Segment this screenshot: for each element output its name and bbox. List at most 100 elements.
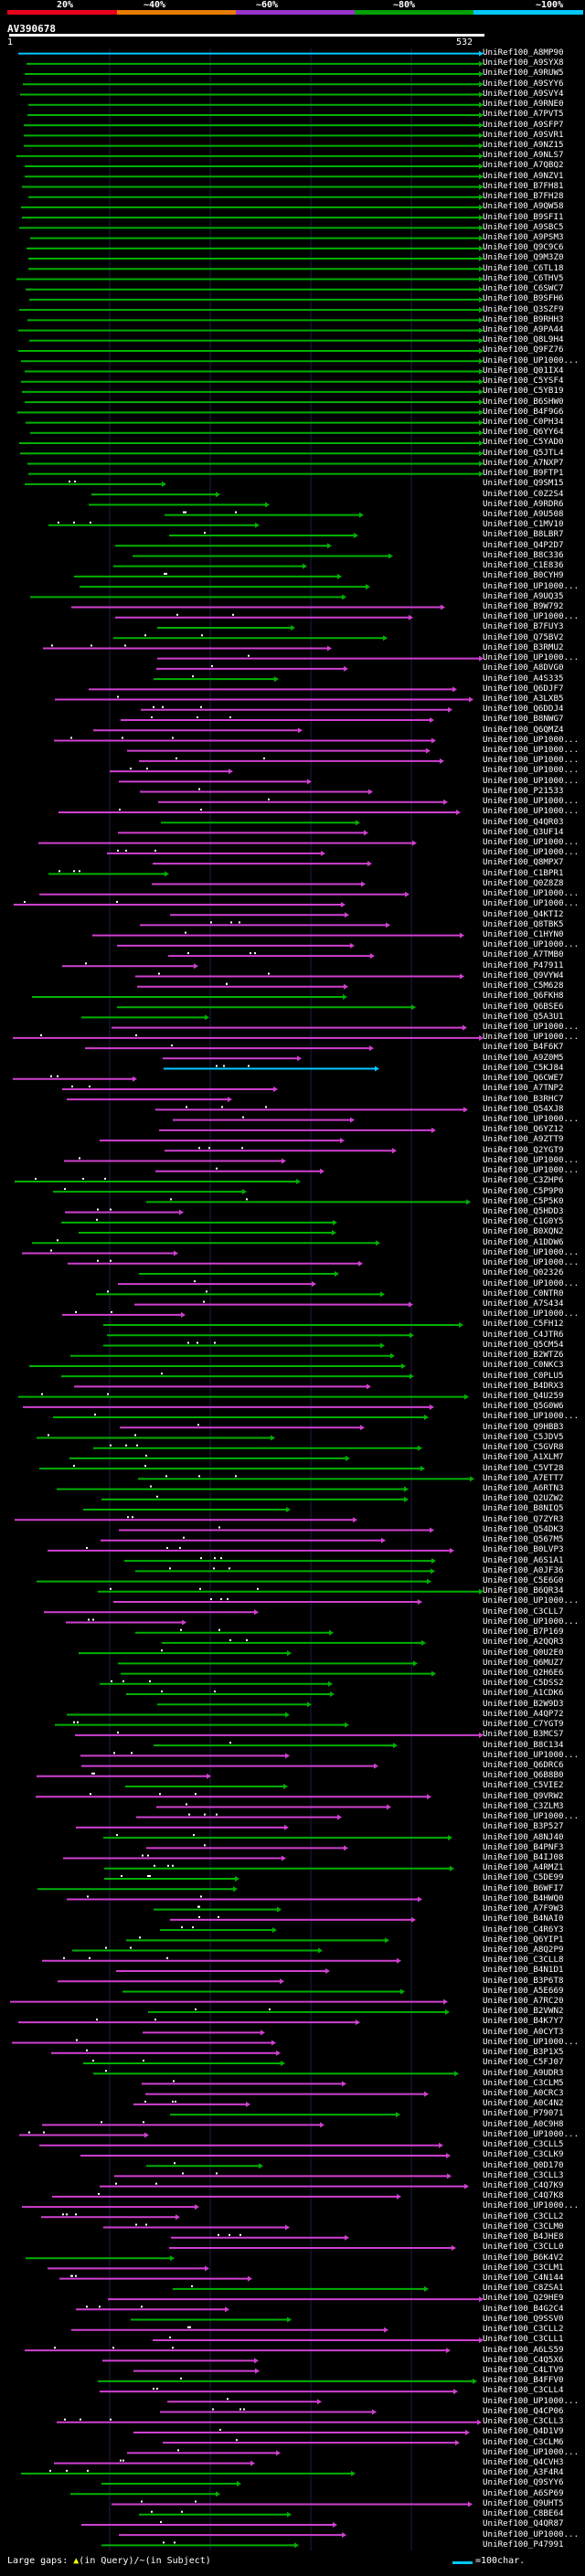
hit-label[interactable]: UniRef100_Q6YY64 (483, 427, 564, 438)
hit-label[interactable]: UniRef100_UP1000... (483, 796, 580, 807)
hit-label[interactable]: UniRef100_Q5A3U1 (483, 1011, 564, 1022)
hit-label[interactable]: UniRef100_A0C9H8 (483, 2118, 564, 2129)
hit-label[interactable]: UniRef100_UP1000... (483, 888, 580, 899)
hit-label[interactable]: UniRef100_C5VT28 (483, 1462, 564, 1473)
hit-label[interactable]: UniRef100_UP1000... (483, 1309, 580, 1320)
hit-label[interactable]: UniRef100_B6WFI7 (483, 1882, 564, 1893)
hit-label[interactable]: UniRef100_B9SFI1 (483, 211, 564, 222)
hit-label[interactable]: UniRef100_B4F9G6 (483, 406, 564, 417)
hit-label[interactable]: UniRef100_A1CDK6 (483, 1688, 564, 1699)
hit-label[interactable]: UniRef100_C3CLL1 (483, 2334, 564, 2345)
hit-label[interactable]: UniRef100_A7S434 (483, 1299, 564, 1309)
hit-label[interactable]: UniRef100_P47911 (483, 959, 564, 970)
hit-label[interactable]: UniRef100_A9PSM3 (483, 231, 564, 242)
hit-label[interactable]: UniRef100_C3CLL0 (483, 2242, 564, 2253)
hit-label[interactable]: UniRef100_C5KJ84 (483, 1062, 564, 1073)
hit-label[interactable]: UniRef100_Q4CP06 (483, 2405, 564, 2416)
hit-label[interactable]: UniRef100_Q5G0W6 (483, 1401, 564, 1412)
hit-label[interactable]: UniRef100_B7P169 (483, 1627, 564, 1638)
hit-label[interactable]: UniRef100_Q5HDD3 (483, 1206, 564, 1216)
hit-label[interactable]: UniRef100_Q9VRW2 (483, 1790, 564, 1801)
hit-label[interactable]: UniRef100_A7TMB0 (483, 949, 564, 960)
hit-label[interactable]: UniRef100_B8NWG7 (483, 714, 564, 725)
hit-label[interactable]: UniRef100_B0LVP3 (483, 1544, 564, 1555)
hit-label[interactable]: UniRef100_A4RMZ1 (483, 1862, 564, 1873)
hit-label[interactable]: UniRef100_C8BE64 (483, 2508, 564, 2519)
hit-label[interactable]: UniRef100_B8C336 (483, 549, 564, 560)
hit-label[interactable]: UniRef100_A6S1A1 (483, 1554, 564, 1565)
hit-label[interactable]: UniRef100_C3CLL8 (483, 1955, 564, 1966)
hit-label[interactable]: UniRef100_Q54XJ8 (483, 1103, 564, 1114)
hit-label[interactable]: UniRef100_Q8L9H4 (483, 334, 564, 345)
hit-label[interactable]: UniRef100_A7TNP2 (483, 1083, 564, 1094)
hit-label[interactable]: UniRef100_C3CLM1 (483, 2262, 564, 2273)
hit-label[interactable]: UniRef100_C3CLK9 (483, 2149, 564, 2160)
hit-label[interactable]: UniRef100_C3CLL2 (483, 2210, 564, 2221)
hit-label[interactable]: UniRef100_UP1000... (483, 355, 580, 366)
hit-label[interactable]: UniRef100_P47991 (483, 2539, 564, 2549)
hit-label[interactable]: UniRef100_Q9UHT5 (483, 2497, 564, 2508)
hit-label[interactable]: UniRef100_B9W792 (483, 600, 564, 611)
hit-label[interactable]: UniRef100_C5E6G0 (483, 1574, 564, 1585)
hit-label[interactable]: UniRef100_Q01IX4 (483, 365, 564, 376)
hit-label[interactable]: UniRef100_Q75BV2 (483, 631, 564, 642)
hit-label[interactable]: UniRef100_B4DRX3 (483, 1380, 564, 1391)
hit-label[interactable]: UniRef100_C3ZHP6 (483, 1175, 564, 1186)
hit-label[interactable]: UniRef100_A0CRC3 (483, 2088, 564, 2099)
hit-label[interactable]: UniRef100_Q3UF14 (483, 826, 564, 837)
hit-label[interactable]: UniRef100_C5P9P0 (483, 1185, 564, 1196)
hit-label[interactable]: UniRef100_B3P6T8 (483, 1975, 564, 1986)
hit-label[interactable]: UniRef100_A8DVG0 (483, 663, 564, 673)
hit-label[interactable]: UniRef100_A6SP69 (483, 2487, 564, 2498)
hit-label[interactable]: UniRef100_C5GVR8 (483, 1442, 564, 1453)
hit-label[interactable]: UniRef100_C4Q7K8 (483, 2190, 564, 2201)
hit-label[interactable]: UniRef100_B4N1D1 (483, 1965, 564, 1976)
hit-label[interactable]: UniRef100_UP1000... (483, 1032, 580, 1043)
hit-label[interactable]: UniRef100_UP1000... (483, 734, 580, 745)
hit-label[interactable]: UniRef100_A9QW58 (483, 201, 564, 212)
hit-label[interactable]: UniRef100_UP1000... (483, 1811, 580, 1822)
hit-label[interactable]: UniRef100_C3CLM6 (483, 2436, 564, 2447)
hit-label[interactable]: UniRef100_Q54DK3 (483, 1523, 564, 1534)
hit-label[interactable]: UniRef100_B3MCS7 (483, 1729, 564, 1740)
hit-label[interactable]: UniRef100_A9U508 (483, 508, 564, 519)
hit-label[interactable]: UniRef100_Q4QR87 (483, 2518, 564, 2529)
hit-label[interactable]: UniRef100_UP1000... (483, 1616, 580, 1627)
hit-label[interactable]: UniRef100_A9UQ35 (483, 590, 564, 601)
hit-label[interactable]: UniRef100_C5M628 (483, 981, 564, 991)
hit-label[interactable]: UniRef100_C6SWC7 (483, 283, 564, 294)
hit-label[interactable]: UniRef100_Q9C9C6 (483, 242, 564, 253)
hit-label[interactable]: UniRef100_Q0D170 (483, 2159, 564, 2170)
hit-label[interactable]: UniRef100_B7FH81 (483, 180, 564, 191)
hit-label[interactable]: UniRef100_C5YAD0 (483, 437, 564, 448)
hit-label[interactable]: UniRef100_UP1000... (483, 652, 580, 663)
hit-label[interactable]: UniRef100_Q5CM54 (483, 1339, 564, 1350)
hit-label[interactable]: UniRef100_Q02326 (483, 1267, 564, 1278)
hit-label[interactable]: UniRef100_C6TL18 (483, 262, 564, 273)
hit-label[interactable]: UniRef100_Q6YIP1 (483, 1934, 564, 1945)
hit-label[interactable]: UniRef100_Q5JTL4 (483, 447, 564, 458)
hit-label[interactable]: UniRef100_A9NZ15 (483, 139, 564, 150)
hit-label[interactable]: UniRef100_B4G2C4 (483, 2303, 564, 2314)
hit-label[interactable]: UniRef100_C4Q5X6 (483, 2354, 564, 2365)
hit-label[interactable]: UniRef100_Q29HE9 (483, 2293, 564, 2304)
hit-label[interactable]: UniRef100_C5YB19 (483, 386, 564, 397)
hit-label[interactable]: UniRef100_B3RHC7 (483, 1093, 564, 1104)
hit-label[interactable]: UniRef100_B9FTP1 (483, 468, 564, 479)
hit-label[interactable]: UniRef100_Q6FKH8 (483, 991, 564, 1002)
hit-label[interactable]: UniRef100_C1HYN0 (483, 929, 564, 940)
hit-label[interactable]: UniRef100_UP1000... (483, 2395, 580, 2406)
hit-label[interactable]: UniRef100_A9SYX8 (483, 58, 564, 69)
hit-label[interactable]: UniRef100_B4FFV0 (483, 2375, 564, 2386)
hit-label[interactable]: UniRef100_B0XQN2 (483, 1226, 564, 1237)
hit-label[interactable]: UniRef100_B8LBR7 (483, 529, 564, 540)
hit-label[interactable]: UniRef100_A4S335 (483, 673, 564, 684)
hit-label[interactable]: UniRef100_C3CLL2 (483, 2324, 564, 2335)
hit-label[interactable]: UniRef100_UP1000... (483, 2128, 580, 2139)
hit-label[interactable]: UniRef100_UP1000... (483, 580, 580, 591)
hit-label[interactable]: UniRef100_C5DSS2 (483, 1678, 564, 1689)
hit-label[interactable]: UniRef100_UP1000... (483, 745, 580, 756)
hit-label[interactable]: UniRef100_C0NTR0 (483, 1288, 564, 1299)
hit-label[interactable]: UniRef100_C5VIE2 (483, 1780, 564, 1791)
hit-label[interactable]: UniRef100_A5E669 (483, 1985, 564, 1996)
